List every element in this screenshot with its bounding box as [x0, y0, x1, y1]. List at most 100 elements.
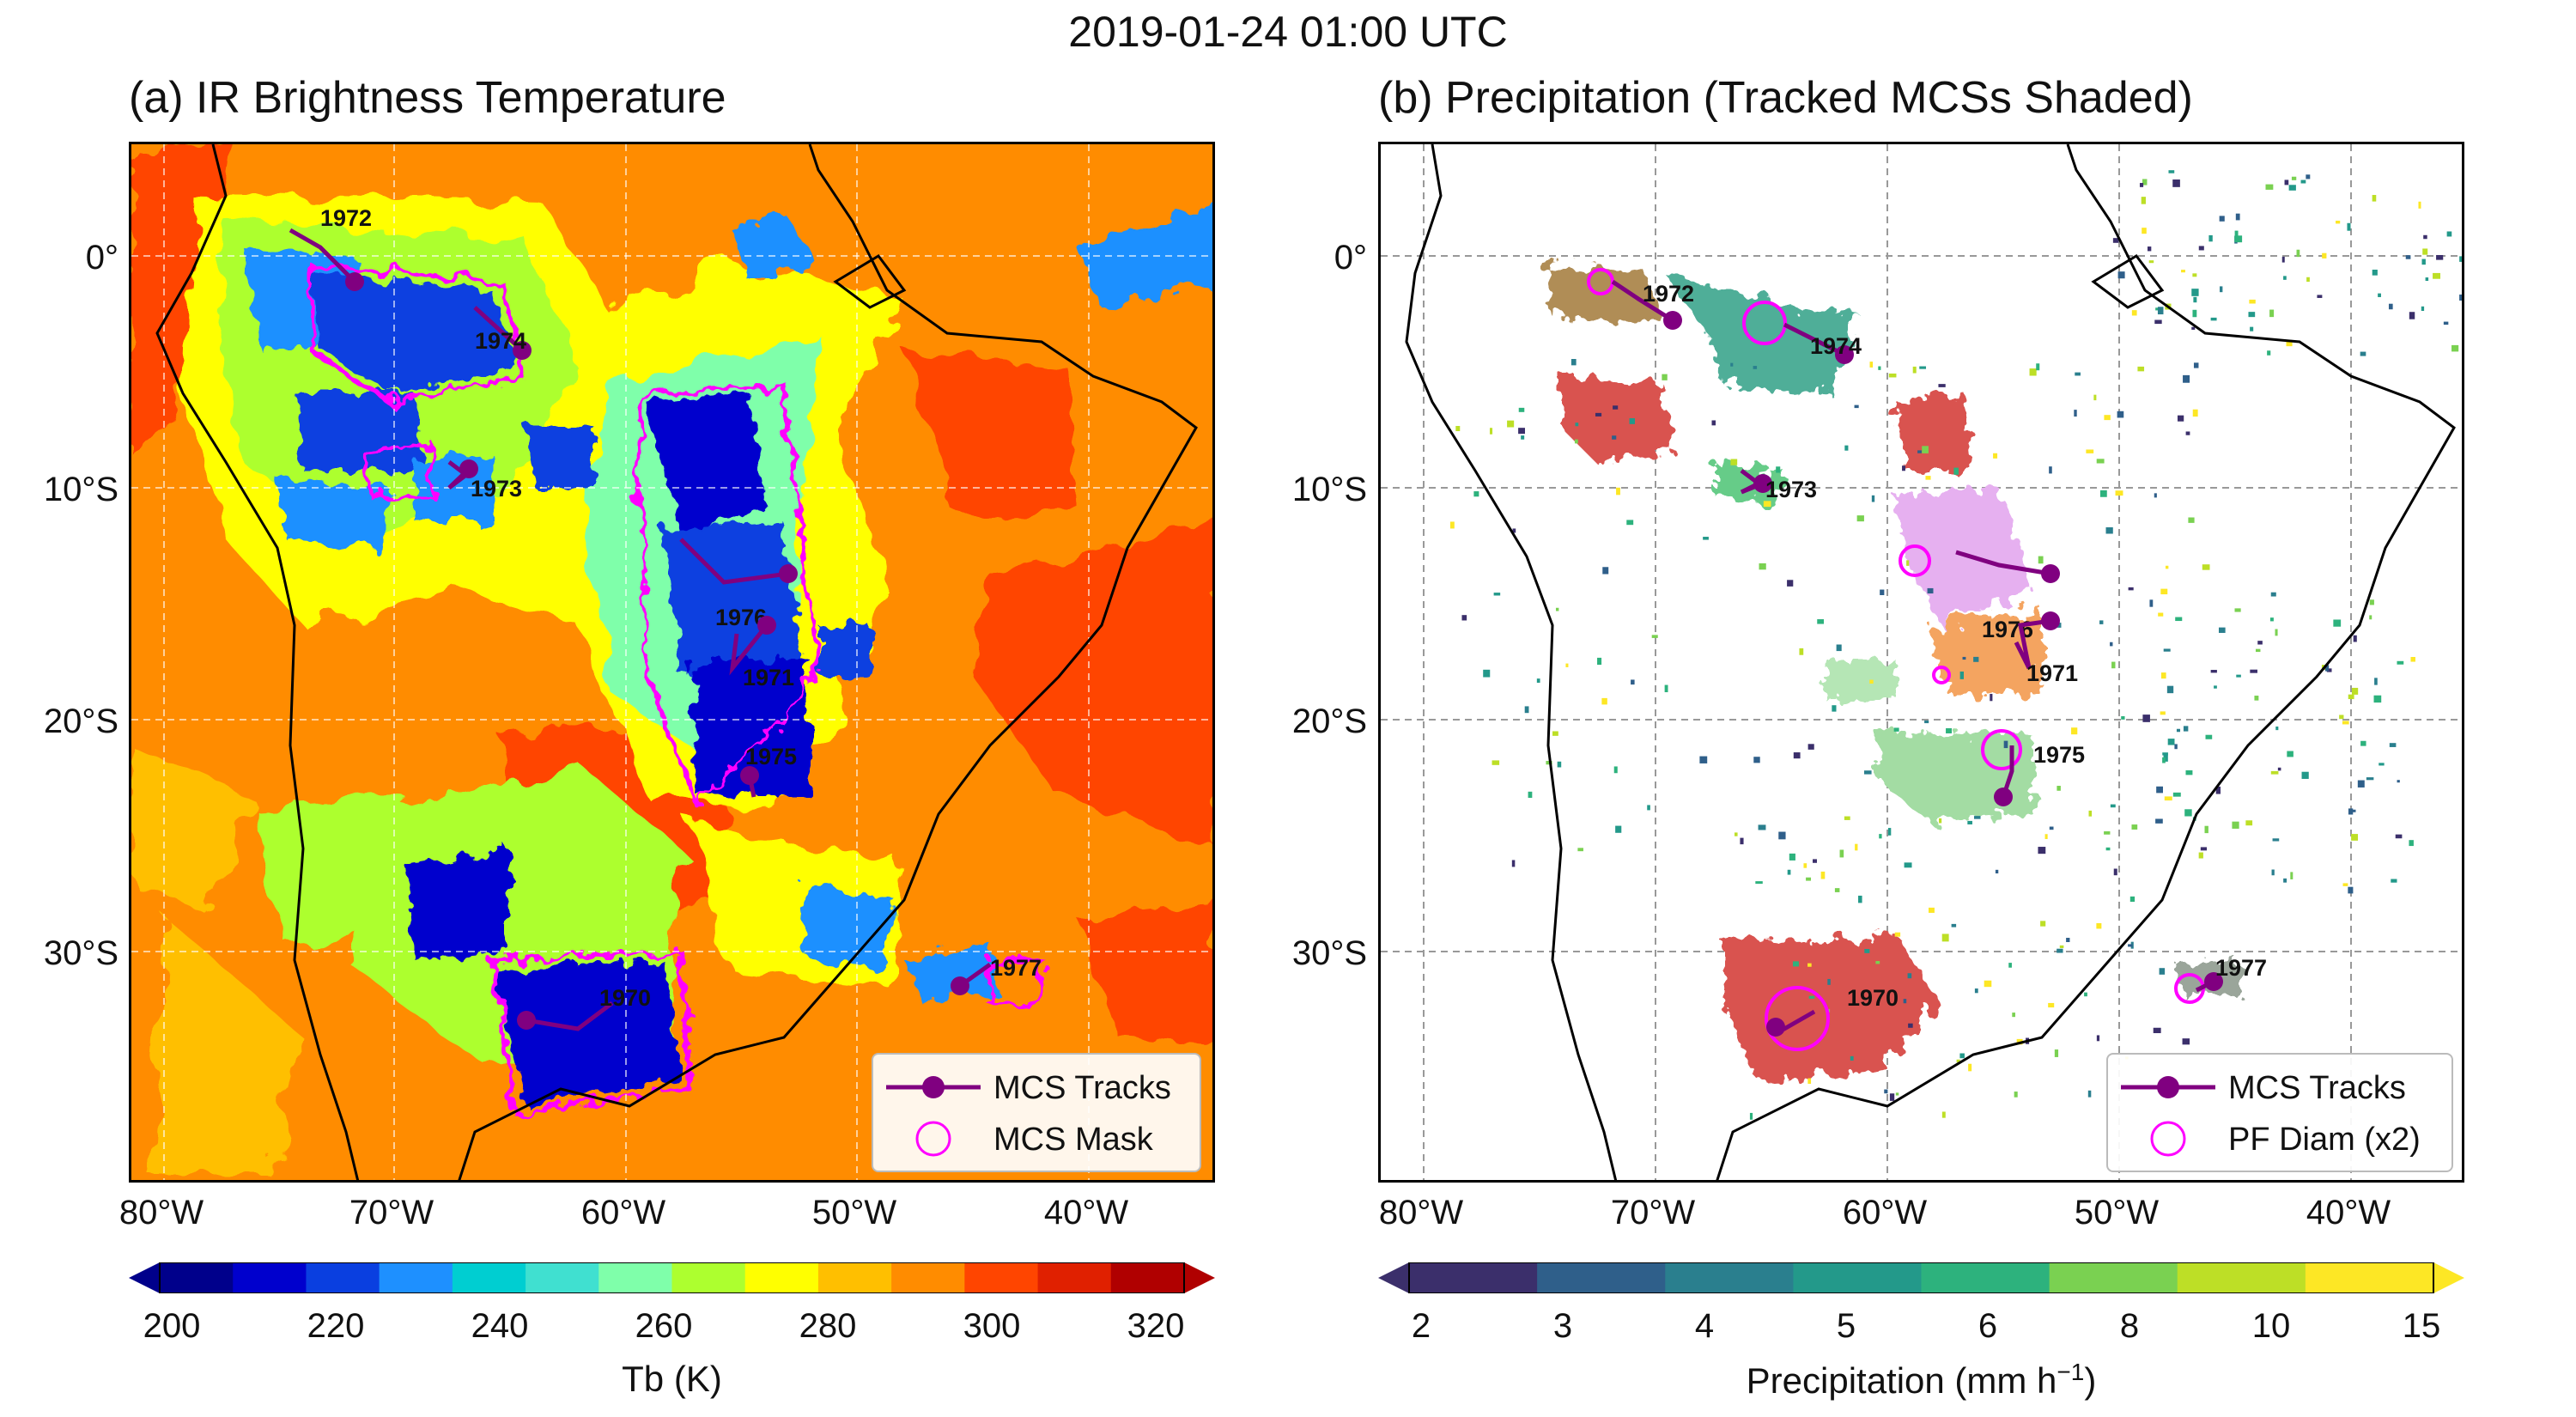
mcs-track-line	[473, 306, 524, 352]
panel-b-lon-50w: 50°W	[2074, 1194, 2160, 1232]
colorbar-segment	[1793, 1262, 1922, 1293]
colorbar-max-extend	[1184, 1262, 1215, 1293]
cb-a-tick-200: 200	[143, 1307, 201, 1345]
precip-graticule	[1381, 144, 2462, 1180]
cb-a-tick-280: 280	[799, 1307, 857, 1345]
colorbar-segment	[598, 1262, 672, 1293]
legend-mask-label: MCS Mask	[993, 1122, 1153, 1158]
mcs-track-point	[1835, 345, 1854, 364]
colorbar-segment	[2177, 1262, 2306, 1293]
cb-b-tick-15: 15	[2402, 1307, 2441, 1345]
mcs-track-point	[757, 616, 776, 635]
panel-b-lon-80w: 80°W	[1378, 1194, 1464, 1232]
mcs-track-point	[740, 766, 759, 785]
mcs-track-line	[2014, 618, 2051, 670]
colorbar-segment	[1921, 1262, 2050, 1293]
cb-a-tick-260: 260	[635, 1307, 693, 1345]
mcs-track-label: 1970	[599, 985, 651, 1011]
legend-pf-label: PF Diam (x2)	[2228, 1122, 2421, 1158]
colorbar-segment	[2049, 1262, 2178, 1293]
legend-pf-icon	[2150, 1121, 2186, 1157]
mcs-track-label: 1971	[2026, 660, 2078, 686]
legend-b-tracks-label: MCS Tracks	[2228, 1070, 2406, 1106]
colorbar-segment	[1037, 1262, 1112, 1293]
cb-b-tick-8: 8	[2119, 1307, 2140, 1345]
colorbar-segment	[2305, 1262, 2434, 1293]
mcs-track-label: 1970	[1847, 985, 1899, 1011]
panel-b-lat-0: 0°	[1334, 239, 1367, 277]
precip-coastline	[1405, 144, 2456, 1180]
legend-track-icon	[886, 1076, 981, 1098]
colorbar-min-extend	[129, 1262, 160, 1293]
cb-b-label-text: Precipitation (mm h	[1746, 1360, 2057, 1401]
mcs-mask-outlines	[309, 262, 1044, 1117]
colorbar-segment	[452, 1262, 526, 1293]
figure-title: 2019-01-24 01:00 UTC	[1068, 8, 1508, 56]
mcs-track-line	[679, 538, 789, 585]
mcs-track-label: 1976	[1982, 617, 2033, 642]
panel-a-lat-20s: 20°S	[43, 702, 118, 740]
cb-a-label: Tb (K)	[622, 1359, 722, 1399]
colorbar-segment	[233, 1262, 307, 1293]
panel-b-lon-40w: 40°W	[2306, 1194, 2391, 1232]
mcs-track-label: 1974	[1810, 333, 1862, 359]
panel-a-lon-60w: 60°W	[580, 1194, 666, 1232]
colorbar-segment	[160, 1262, 234, 1293]
mcs-track-point	[2204, 972, 2223, 991]
mcs-track-point	[1766, 1018, 1785, 1037]
panel-b-lon-60w: 60°W	[1842, 1194, 1928, 1232]
mcs-track-point	[951, 976, 969, 995]
cb-b-tick-5: 5	[1836, 1307, 1856, 1345]
colorbar-segment	[891, 1262, 965, 1293]
panel-b-map[interactable]: 1972 1974 1973 1976 1971 1975 1970 1977 MCS Tra…	[1378, 142, 2464, 1183]
cb-a-tick-320: 320	[1127, 1307, 1185, 1345]
colorbar-segment	[526, 1262, 599, 1293]
panel-a-lon-40w: 40°W	[1043, 1194, 1129, 1232]
mcs-track-point	[1994, 788, 2013, 806]
cb-b-tick-3: 3	[1552, 1307, 1573, 1345]
mcs-precip-shading	[1544, 265, 2239, 1080]
ir-graticule	[131, 144, 1212, 1180]
mcs-track-label: 1974	[475, 328, 526, 354]
mcs-track-line	[1740, 469, 1764, 495]
cb-b-label-end: )	[2084, 1360, 2097, 1401]
panel-a-map[interactable]: 1972 1974 1973 1976 1971 1975 1970 1977 MCS Tra…	[129, 142, 1215, 1183]
cb-b-tick-2: 2	[1411, 1307, 1431, 1345]
cb-a-tick-240: 240	[471, 1307, 529, 1345]
mcs-track-label: 1973	[1765, 477, 1817, 502]
panel-b-colorbar	[1378, 1262, 2464, 1293]
mcs-track-label: 1971	[743, 665, 794, 690]
cb-b-tick-4: 4	[1694, 1307, 1715, 1345]
panel-a-lat-10s: 10°S	[43, 471, 118, 508]
mcs-track-line	[447, 460, 471, 490]
precip-island	[2091, 254, 2165, 309]
precip-specks	[1449, 170, 2462, 1120]
cb-a-tick-220: 220	[307, 1307, 365, 1345]
mcs-track-line	[1783, 322, 1846, 357]
cb-b-tick-6: 6	[1978, 1307, 1998, 1345]
ir-island	[833, 254, 907, 309]
mcs-track-label: 1973	[471, 476, 522, 502]
mcs-track-line	[729, 623, 769, 676]
mcs-track-line	[526, 1001, 614, 1031]
mcs-track-point	[517, 1011, 536, 1030]
ir-warm-patches	[131, 144, 1212, 1175]
mcs-track-label: 1975	[2033, 742, 2085, 768]
mcs-track-point	[779, 564, 798, 583]
cb-b-label: Precipitation (mm h−1)	[1378, 1359, 2464, 1402]
colorbar-min-extend	[1378, 1262, 1409, 1293]
colorbar-segment	[1110, 1262, 1185, 1293]
colorbar-segment	[1665, 1262, 1794, 1293]
panel-b-title: (b) Precipitation (Tracked MCSs Shaded)	[1378, 73, 2193, 123]
legend-b-track-icon	[2121, 1076, 2215, 1098]
panel-b-lat-30s: 30°S	[1291, 934, 1367, 972]
panel-a-lat-0: 0°	[85, 239, 118, 277]
panel-b-legend: MCS Tracks PF Diam (x2)	[2106, 1053, 2453, 1172]
mcs-track-point	[1663, 311, 1682, 330]
ir-deep-convection	[243, 205, 1212, 1106]
mcs-track-label: 1977	[2215, 955, 2267, 981]
mcs-track-label: 1972	[1643, 281, 1694, 307]
colorbar-segment	[306, 1262, 380, 1293]
